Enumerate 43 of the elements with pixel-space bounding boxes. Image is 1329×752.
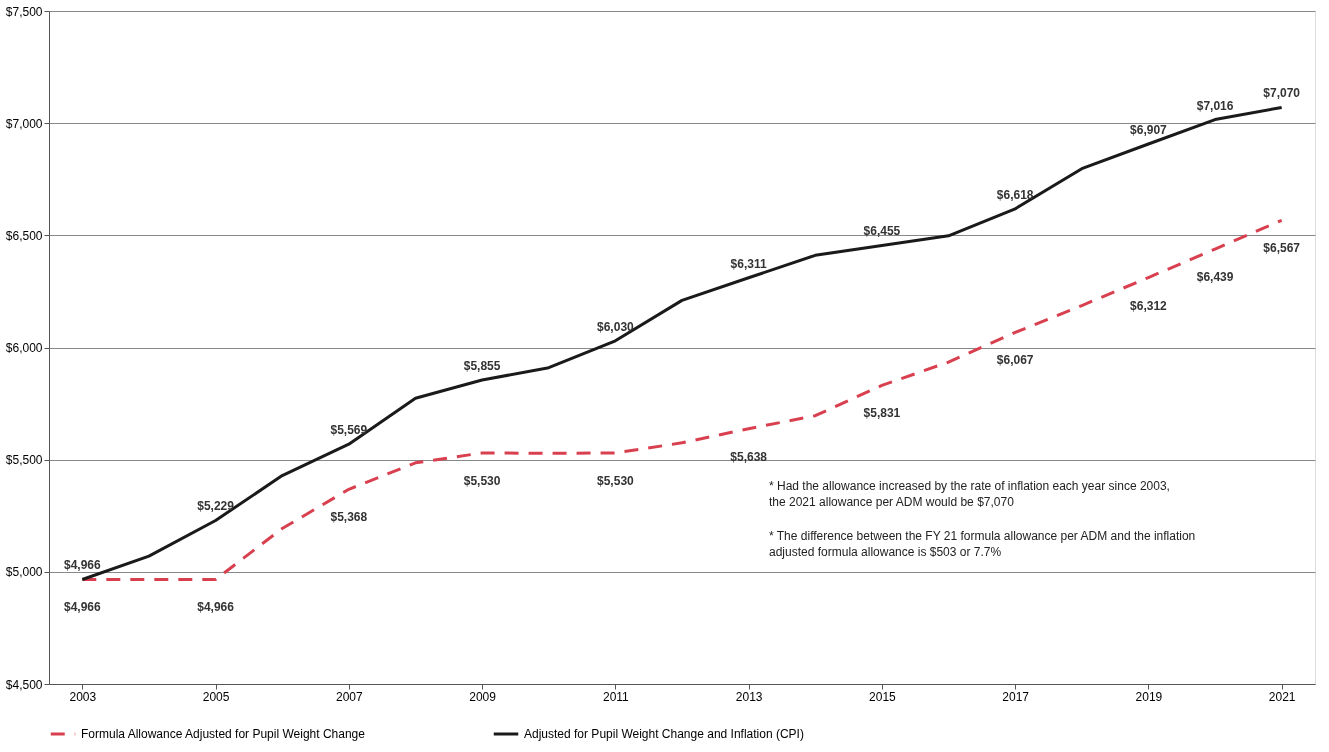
y-tick-label: $7,000 xyxy=(5,116,43,131)
x-tick-label: 2003 xyxy=(69,689,97,704)
x-tick-label: 2017 xyxy=(1002,689,1030,704)
data-label: $4,966 xyxy=(63,558,101,573)
legend-label: Adjusted for Pupil Weight Change and Inflation (CPI) xyxy=(524,727,804,741)
x-tick-label: 2005 xyxy=(202,689,230,704)
y-tick-label: $4,500 xyxy=(5,677,43,692)
data-label: $6,455 xyxy=(863,224,901,239)
annotation: * The difference between the FY 21 formula allowance per ADM and the inflation adjusted formula allowance is $503 or 7.7% xyxy=(769,529,1196,559)
data-label: $5,229 xyxy=(197,499,235,514)
data-label: $6,618 xyxy=(996,187,1034,202)
data-label: $5,831 xyxy=(863,406,901,421)
data-label: $5,569 xyxy=(330,423,368,438)
x-tick-label: 2009 xyxy=(469,689,497,704)
data-label: $6,907 xyxy=(1130,123,1168,138)
x-tick-label: 2019 xyxy=(1135,689,1163,704)
data-label: $4,966 xyxy=(197,600,235,615)
data-label: $7,016 xyxy=(1196,98,1234,113)
x-tick-label: 2007 xyxy=(335,689,364,704)
data-label: $6,311 xyxy=(730,256,767,271)
data-label: $5,530 xyxy=(597,473,635,488)
legend-label: Formula Allowance Adjusted for Pupil Weight Change xyxy=(81,727,366,741)
x-tick-label: 2013 xyxy=(735,689,763,704)
data-label: $6,067 xyxy=(996,353,1034,368)
data-label: $5,368 xyxy=(330,510,368,525)
data-label: $4,966 xyxy=(63,600,101,615)
y-tick-label: $5,500 xyxy=(5,453,43,468)
x-tick-label: 2011 xyxy=(602,689,630,704)
data-label: $5,638 xyxy=(730,449,768,464)
y-tick-label: $7,500 xyxy=(5,4,43,19)
data-label: $6,030 xyxy=(597,319,635,334)
x-tick-label: 2021 xyxy=(1268,689,1296,704)
data-label: $6,312 xyxy=(1130,298,1168,313)
data-label: $7,070 xyxy=(1263,86,1301,101)
annotation: * Had the allowance increased by the rate of inflation each year since 2003, the 2021 allowance per ADM would be $7,070 xyxy=(769,479,1170,509)
y-tick-label: $6,500 xyxy=(5,228,43,243)
y-tick-label: $6,000 xyxy=(5,341,43,355)
data-label: $6,567 xyxy=(1263,241,1301,256)
data-label: $6,439 xyxy=(1196,270,1234,285)
data-label: $5,855 xyxy=(463,359,501,374)
data-label: $5,530 xyxy=(463,473,501,488)
y-tick-label: $5,000 xyxy=(5,565,43,580)
x-tick-label: 2015 xyxy=(869,689,897,704)
